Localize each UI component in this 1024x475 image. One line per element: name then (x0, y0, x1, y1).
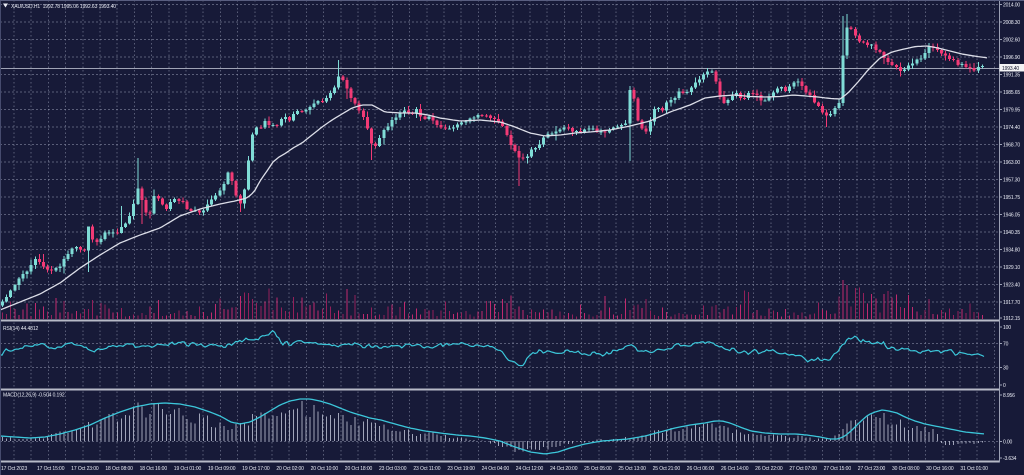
svg-text:1929.10: 1929.10 (1003, 265, 1020, 271)
svg-text:1991.35: 1991.35 (1003, 72, 1020, 78)
svg-text:18 Oct 08:00: 18 Oct 08:00 (105, 466, 133, 472)
svg-text:19 Oct 17:00: 19 Oct 17:00 (242, 466, 270, 472)
svg-text:2014.00: 2014.00 (1003, 2, 1020, 8)
svg-text:1985.65: 1985.65 (1003, 90, 1020, 96)
svg-text:70: 70 (1003, 341, 1009, 347)
svg-text:24 Oct 12:00: 24 Oct 12:00 (516, 466, 544, 472)
svg-text:26 Oct 22:00: 26 Oct 22:00 (755, 466, 783, 472)
svg-text:26 Oct 06:00: 26 Oct 06:00 (687, 466, 715, 472)
svg-text:1963.00: 1963.00 (1003, 160, 1020, 166)
svg-text:0.00: 0.00 (1003, 439, 1013, 445)
svg-text:-3.634: -3.634 (1003, 456, 1017, 462)
svg-text:20 Oct 10:00: 20 Oct 10:00 (311, 466, 339, 472)
svg-text:26 Oct 14:00: 26 Oct 14:00 (721, 466, 749, 472)
svg-text:20 Oct 02:00: 20 Oct 02:00 (276, 466, 304, 472)
svg-text:1979.95: 1979.95 (1003, 107, 1020, 113)
svg-text:17 Oct 2023: 17 Oct 2023 (1, 466, 27, 472)
svg-text:27 Oct 15:00: 27 Oct 15:00 (824, 466, 852, 472)
svg-text:1968.70: 1968.70 (1003, 142, 1020, 148)
svg-text:1993.40: 1993.40 (1002, 66, 1019, 72)
svg-text:27 Oct 23:00: 27 Oct 23:00 (858, 466, 886, 472)
svg-text:2008.30: 2008.30 (1003, 20, 1020, 26)
svg-text:31 Oct 01:00: 31 Oct 01:00 (960, 466, 988, 472)
svg-text:24 Oct 04:00: 24 Oct 04:00 (482, 466, 510, 472)
svg-text:1996.90: 1996.90 (1003, 55, 1020, 61)
svg-text:8.956: 8.956 (1003, 393, 1015, 399)
svg-text:23 Oct 03:00: 23 Oct 03:00 (379, 466, 407, 472)
svg-text:1946.05: 1946.05 (1003, 212, 1020, 218)
svg-text:19 Oct 09:00: 19 Oct 09:00 (208, 466, 236, 472)
svg-text:27 Oct 07:00: 27 Oct 07:00 (789, 466, 817, 472)
svg-text:1974.40: 1974.40 (1003, 125, 1020, 131)
svg-text:23 Oct 11:00: 23 Oct 11:00 (413, 466, 440, 472)
svg-text:24 Oct 20:00: 24 Oct 20:00 (550, 466, 578, 472)
svg-text:19 Oct 01:00: 19 Oct 01:00 (174, 466, 202, 472)
svg-text:30 Oct 16:00: 30 Oct 16:00 (926, 466, 954, 472)
svg-text:1934.80: 1934.80 (1003, 247, 1020, 253)
svg-text:30: 30 (1003, 365, 1009, 371)
svg-text:1923.40: 1923.40 (1003, 282, 1020, 288)
svg-text:1957.30: 1957.30 (1003, 177, 1020, 183)
svg-text:RSI(14) 44.4812: RSI(14) 44.4812 (3, 326, 39, 332)
svg-text:1951.75: 1951.75 (1003, 195, 1020, 201)
svg-text:25 Oct 13:00: 25 Oct 13:00 (618, 466, 646, 472)
svg-text:17 Oct 15:00: 17 Oct 15:00 (37, 466, 65, 472)
svg-text:1917.70: 1917.70 (1003, 300, 1020, 306)
svg-text:17 Oct 23:00: 17 Oct 23:00 (71, 466, 99, 472)
svg-text:100: 100 (1003, 325, 1011, 331)
svg-text:25 Oct 21:00: 25 Oct 21:00 (653, 466, 681, 472)
svg-text:1940.35: 1940.35 (1003, 230, 1020, 236)
svg-text:25 Oct 05:00: 25 Oct 05:00 (584, 466, 612, 472)
svg-text:1912.15: 1912.15 (1003, 316, 1020, 322)
svg-text:XAU/USD.H1 1992.78 1995.06 19: XAU/USD.H1 1992.78 1995.06 1992.63 1993.… (11, 4, 116, 10)
svg-text:20 Oct 18:00: 20 Oct 18:00 (345, 466, 373, 472)
svg-text:MACD(12,26,9) -0.504 0.192: MACD(12,26,9) -0.504 0.192 (3, 392, 65, 398)
svg-text:0: 0 (1003, 383, 1006, 389)
svg-text:23 Oct 19:00: 23 Oct 19:00 (447, 466, 475, 472)
svg-text:18 Oct 16:00: 18 Oct 16:00 (140, 466, 168, 472)
svg-text:2002.60: 2002.60 (1003, 37, 1020, 43)
svg-text:30 Oct 08:00: 30 Oct 08:00 (892, 466, 920, 472)
